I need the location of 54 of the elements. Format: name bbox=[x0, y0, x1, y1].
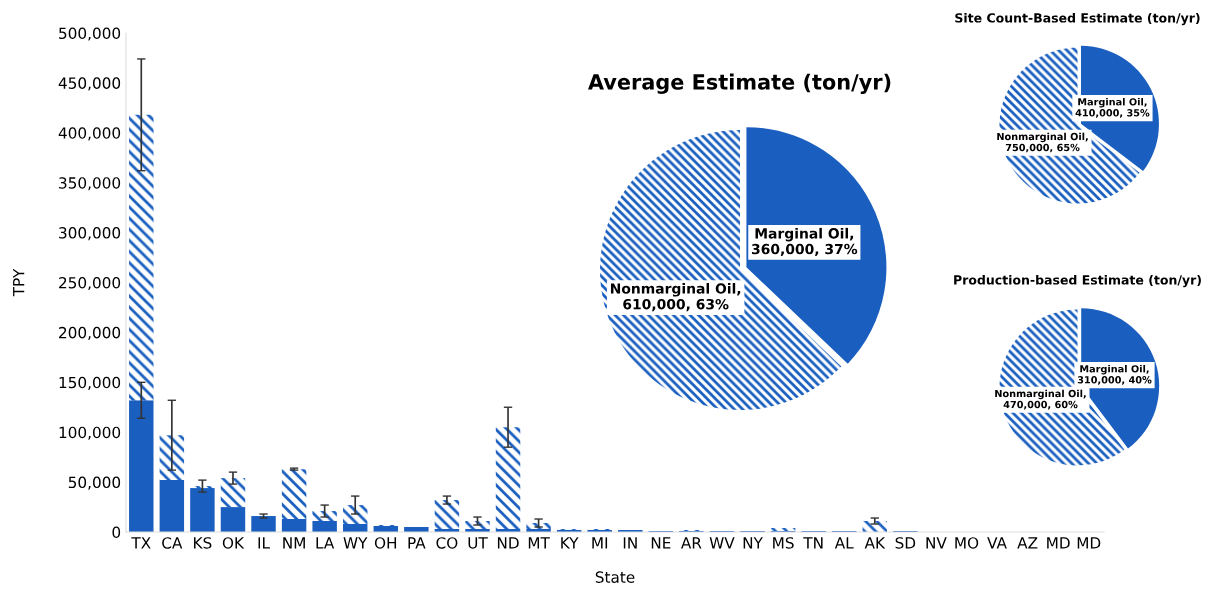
slice-label: Nonmarginal Oil, 470,000, 60% bbox=[995, 389, 1086, 410]
x-tick-label: AK bbox=[864, 537, 886, 549]
x-tick-label: AR bbox=[680, 537, 702, 549]
y-tick-label: 300,000 bbox=[59, 227, 121, 241]
x-tick-label: MT bbox=[528, 537, 550, 549]
x-tick-label: NV bbox=[926, 537, 947, 549]
y-tick-label: 100,000 bbox=[59, 426, 121, 440]
chart-title: Production-based Estimate (ton/yr) bbox=[954, 274, 1201, 288]
y-tick-label: 250,000 bbox=[59, 276, 121, 291]
x-tick-label: OK bbox=[222, 537, 245, 549]
slice-label: Marginal Oil, 310,000, 40% bbox=[1077, 364, 1152, 385]
x-tick-label: CO bbox=[436, 537, 458, 549]
x-tick-label: MD bbox=[1077, 537, 1101, 549]
x-tick-label: NE bbox=[651, 537, 671, 549]
x-tick-label: NY bbox=[743, 537, 763, 549]
x-tick-label: ND bbox=[497, 537, 519, 549]
y-tick-label: 500,000 bbox=[59, 27, 121, 41]
chart-title: Site Count-Based Estimate (ton/yr) bbox=[955, 12, 1200, 26]
x-tick-label: AZ bbox=[1017, 537, 1038, 549]
x-tick-label: OH bbox=[374, 537, 397, 549]
x-tick-label: IN bbox=[623, 537, 637, 549]
x-tick-label: MD bbox=[1047, 537, 1070, 549]
x-tick-label: SD bbox=[895, 537, 916, 549]
x-tick-label: VA bbox=[987, 537, 1007, 549]
x-tick-label: MS bbox=[773, 537, 794, 549]
x-tick-label: MO bbox=[955, 537, 979, 549]
x-tick-label: TX bbox=[131, 537, 151, 549]
y-tick-label: 350,000 bbox=[59, 177, 121, 191]
x-tick-label: MI bbox=[592, 537, 608, 549]
x-tick-label: CA bbox=[162, 537, 183, 549]
chart-title: Average Estimate (ton/yr) bbox=[588, 73, 891, 94]
y-tick-label: 200,000 bbox=[59, 326, 121, 340]
slice-label: Nonmarginal Oil, 610,000, 63% bbox=[610, 283, 741, 312]
x-tick-label: UT bbox=[468, 537, 488, 549]
x-tick-label: PA bbox=[408, 537, 426, 549]
x-tick-label: TN bbox=[803, 537, 823, 549]
y-tick-label: 450,000 bbox=[58, 77, 121, 91]
x-tick-label: NM bbox=[283, 537, 305, 549]
y-axis-title: TPY bbox=[13, 268, 25, 297]
y-tick-label: 150,000 bbox=[59, 376, 121, 390]
x-tick-label: IL bbox=[258, 537, 270, 549]
y-tick-label: 0 bbox=[112, 526, 121, 539]
slice-label: Marginal Oil, 410,000, 35% bbox=[1075, 97, 1150, 118]
x-tick-label: WV bbox=[709, 537, 735, 549]
x-tick-label: LA bbox=[316, 537, 335, 549]
x-tick-label: AL bbox=[834, 537, 854, 549]
slice-label: Marginal Oil, 360,000, 37% bbox=[751, 227, 858, 257]
x-tick-label: WY bbox=[343, 537, 368, 549]
y-tick-label: 50,000 bbox=[68, 476, 121, 490]
y-tick-label: 400,000 bbox=[58, 127, 121, 141]
x-tick-label: KY bbox=[561, 537, 579, 549]
x-axis-title: State bbox=[595, 571, 635, 583]
x-tick-label: KS bbox=[194, 537, 212, 549]
slice-label: Nonmarginal Oil, 750,000, 65% bbox=[997, 132, 1088, 153]
